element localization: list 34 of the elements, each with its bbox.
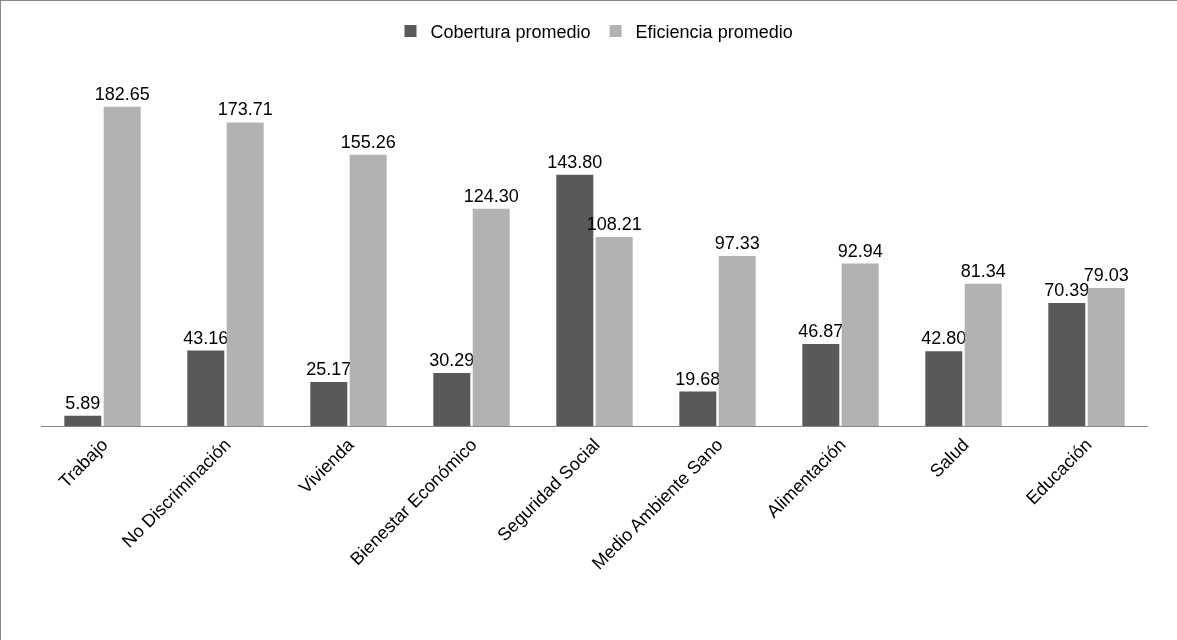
data-label: 124.30	[463, 185, 519, 206]
bar	[433, 373, 471, 426]
bar	[802, 344, 840, 426]
data-label: 5.89	[65, 392, 101, 413]
bar	[925, 351, 963, 426]
bar	[718, 255, 756, 426]
data-label: 19.68	[675, 368, 721, 389]
bar	[964, 283, 1002, 426]
bar	[841, 263, 879, 426]
bar	[64, 415, 102, 426]
data-label: 143.80	[547, 151, 603, 172]
data-label: 97.33	[714, 232, 760, 253]
data-label: 30.29	[429, 350, 475, 371]
bar	[310, 382, 348, 426]
legend-label: Cobertura promedio	[430, 21, 591, 42]
data-label: 155.26	[340, 131, 396, 152]
bar	[349, 154, 387, 426]
data-label: 182.65	[94, 83, 150, 104]
bar	[472, 208, 510, 426]
data-label: 42.80	[921, 328, 967, 349]
bar	[187, 350, 225, 426]
legend-label: Eficiencia promedio	[635, 21, 793, 42]
bar	[679, 391, 717, 426]
data-label: 92.94	[837, 240, 883, 261]
bar	[595, 236, 633, 426]
data-label: 81.34	[960, 260, 1006, 281]
data-label: 43.16	[183, 327, 229, 348]
data-label: 25.17	[306, 359, 352, 380]
bar	[103, 106, 141, 426]
bar	[226, 122, 264, 426]
bar	[1087, 287, 1125, 426]
data-label: 173.71	[217, 99, 273, 120]
bar	[1048, 302, 1086, 426]
data-label: 46.87	[798, 321, 844, 342]
